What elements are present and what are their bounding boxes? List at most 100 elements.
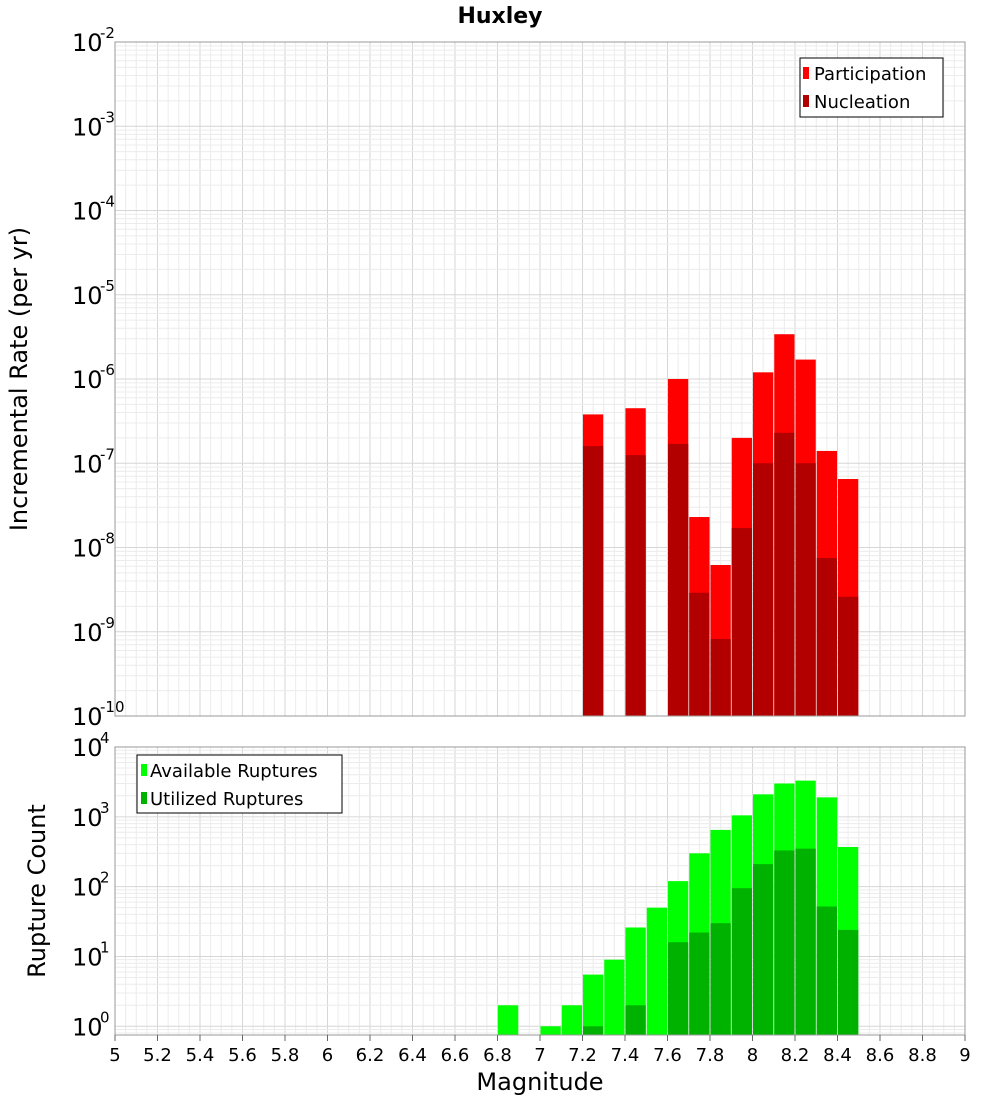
rate-y-tick-base: 10	[72, 29, 103, 57]
count-bar-b	[625, 1005, 646, 1035]
legend-swatch-participation	[803, 67, 809, 79]
rate-bar-b	[583, 446, 604, 716]
x-tick-label: 6	[322, 1045, 333, 1066]
x-tick-label: 8.8	[908, 1045, 937, 1066]
count-y-tick-exponent: 1	[100, 938, 110, 956]
count-y-tick-base: 10	[72, 943, 103, 971]
legend-label-utilized: Utilized Ruptures	[150, 789, 303, 810]
rate-y-tick-exponent: -2	[100, 24, 115, 42]
count-bar-b	[816, 906, 837, 1035]
x-tick-label: 8.2	[781, 1045, 810, 1066]
count-bar-a	[604, 959, 625, 1035]
legend-swatch-nucleation	[803, 95, 809, 107]
rate-bar-b	[689, 592, 710, 716]
x-tick-label: 7.6	[653, 1045, 682, 1066]
rate-y-tick-exponent: -6	[100, 361, 115, 379]
x-tick-label: 7	[534, 1045, 545, 1066]
x-tick-label: 5.4	[186, 1045, 215, 1066]
legend-label-available: Available Ruptures	[150, 761, 318, 782]
rate-bar-b	[731, 528, 752, 716]
x-axis-label: Magnitude	[476, 1068, 603, 1096]
rate-bar-b	[753, 463, 774, 716]
rate-bar-b	[668, 443, 689, 716]
count-legend: Available Ruptures Utilized Ruptures	[136, 754, 343, 814]
count-y-axis-label: Rupture Count	[23, 804, 51, 978]
x-tick-label: 6.6	[441, 1045, 470, 1066]
x-tick-label: 6.4	[398, 1045, 427, 1066]
count-bar-a	[498, 1005, 519, 1035]
legend-label-nucleation: Nucleation	[814, 92, 910, 113]
rate-bar-b	[838, 596, 859, 716]
magnitude-x-ticks: 5 5.2 5.4 5.6 5.8 6 6.2 6.4 6.6 6.8 7 7.2 7.4 7.6 7.8 8…	[109, 1035, 971, 1066]
count-grid	[114, 747, 966, 1035]
x-tick-label: 6.2	[356, 1045, 385, 1066]
rate-bar-b	[625, 455, 646, 716]
rate-y-tick-exponent: -7	[100, 445, 115, 463]
rate-y-tick-base: 10	[72, 366, 103, 394]
x-tick-label: 6.8	[483, 1045, 512, 1066]
x-tick-label: 5.6	[228, 1045, 257, 1066]
rate-bar-b	[795, 463, 816, 716]
count-y-tick-exponent: 0	[100, 1008, 110, 1026]
count-bar-b	[710, 923, 731, 1035]
rate-bar-b	[816, 558, 837, 716]
rate-y-tick-exponent: -8	[100, 530, 115, 548]
count-y-tick-base: 10	[72, 874, 103, 902]
count-bar-a	[583, 974, 604, 1035]
legend-swatch-available	[141, 764, 147, 776]
count-bar-b	[731, 888, 752, 1035]
count-bar-b	[774, 850, 795, 1035]
x-tick-label: 7.8	[696, 1045, 725, 1066]
count-y-tick-exponent: 3	[100, 799, 110, 817]
x-tick-label: 8.6	[866, 1045, 895, 1066]
rate-y-tick-base: 10	[72, 703, 103, 731]
rate-y-tick-base: 10	[72, 619, 103, 647]
rate-y-tick-exponent: -5	[100, 277, 115, 295]
count-bar-b	[583, 1026, 604, 1035]
rate-legend: Participation Nucleation	[799, 57, 944, 118]
rate-y-tick-exponent: -10	[100, 698, 125, 716]
x-tick-label: 8.4	[823, 1045, 852, 1066]
rate-legend-box	[799, 57, 944, 118]
rate-plot-border	[114, 41, 966, 717]
x-tick-label: 5.8	[271, 1045, 300, 1066]
legend-label-participation: Participation	[814, 64, 926, 85]
rate-grid	[114, 42, 966, 717]
legend-swatch-utilized	[141, 792, 147, 804]
rate-bar-b	[774, 432, 795, 716]
rate-y-tick-base: 10	[72, 450, 103, 478]
count-y-tick-exponent: 4	[100, 729, 110, 747]
rate-bar-b	[710, 639, 731, 716]
count-y-tick-exponent: 2	[100, 869, 110, 887]
rate-y-axis-label: Incremental Rate (per yr)	[5, 227, 33, 531]
x-tick-label: 9	[959, 1045, 970, 1066]
count-bar-b	[753, 864, 774, 1035]
count-bar-b	[668, 942, 689, 1035]
count-y-tick-base: 10	[72, 734, 103, 762]
x-tick-label: 7.4	[611, 1045, 640, 1066]
rate-y-tick-exponent: -9	[100, 614, 115, 632]
count-bar-a	[561, 1005, 582, 1035]
count-y-tick-base: 10	[72, 804, 103, 832]
count-bar-b	[689, 932, 710, 1035]
x-tick-label: 5	[109, 1045, 120, 1066]
rate-y-tick-base: 10	[72, 282, 103, 310]
chart-title: Huxley	[457, 4, 542, 29]
x-tick-label: 7.2	[568, 1045, 597, 1066]
rate-bars	[583, 334, 859, 716]
x-tick-label: 5.2	[143, 1045, 172, 1066]
rate-y-tick-exponent: -4	[100, 193, 115, 211]
count-bar-a	[646, 907, 667, 1035]
count-bar-b	[838, 929, 859, 1035]
count-legend-box	[136, 754, 343, 814]
x-tick-label: 8	[747, 1045, 758, 1066]
count-bars	[498, 780, 859, 1035]
count-bar-b	[795, 848, 816, 1035]
rate-y-tick-base: 10	[72, 535, 103, 563]
rate-y-tick-base: 10	[72, 198, 103, 226]
